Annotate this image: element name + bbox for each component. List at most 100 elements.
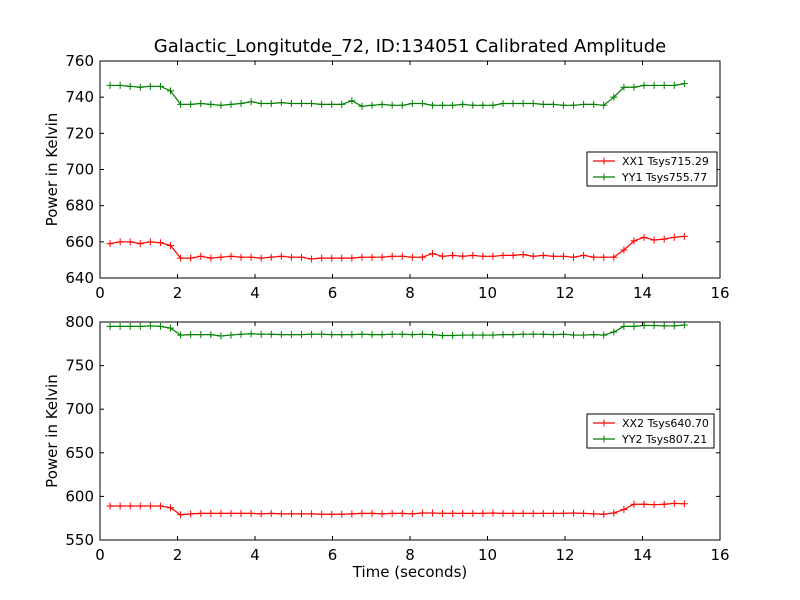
data-point bbox=[318, 330, 326, 338]
data-point bbox=[549, 100, 557, 108]
data-point bbox=[267, 509, 275, 517]
data-point bbox=[106, 322, 114, 330]
data-point bbox=[408, 253, 416, 261]
data-point bbox=[539, 509, 547, 517]
data-point bbox=[207, 100, 215, 108]
data-point bbox=[519, 330, 527, 338]
data-point bbox=[590, 510, 598, 518]
data-point bbox=[640, 81, 648, 89]
data-point bbox=[600, 101, 608, 109]
data-point bbox=[459, 331, 467, 339]
data-point bbox=[378, 331, 386, 339]
data-point bbox=[338, 254, 346, 262]
legend-label: YY1 Tsys755.77 bbox=[621, 171, 707, 184]
data-point bbox=[197, 331, 205, 339]
data-point bbox=[277, 331, 285, 339]
data-point bbox=[428, 331, 436, 339]
legend-label: YY2 Tsys807.21 bbox=[621, 433, 707, 446]
data-point bbox=[328, 254, 336, 262]
data-point bbox=[378, 253, 386, 261]
data-point bbox=[257, 99, 265, 107]
data-point bbox=[136, 240, 144, 248]
data-point bbox=[408, 99, 416, 107]
data-point bbox=[116, 502, 124, 510]
y-tick-label: 600 bbox=[65, 487, 94, 505]
data-point bbox=[156, 322, 164, 330]
series-line-2 bbox=[110, 324, 685, 337]
data-point bbox=[187, 254, 195, 262]
data-point bbox=[197, 509, 205, 517]
data-point bbox=[660, 81, 668, 89]
data-point bbox=[156, 502, 164, 510]
data-point bbox=[439, 509, 447, 517]
data-point bbox=[267, 330, 275, 338]
data-point bbox=[418, 330, 426, 338]
data-point bbox=[418, 509, 426, 517]
data-point bbox=[519, 250, 527, 258]
data-point bbox=[559, 252, 567, 260]
x-tick-label: 0 bbox=[95, 546, 105, 564]
data-point bbox=[167, 324, 175, 332]
data-point bbox=[247, 330, 255, 338]
data-point bbox=[459, 100, 467, 108]
data-point bbox=[388, 252, 396, 260]
data-point bbox=[640, 500, 648, 508]
x-tick-label: 4 bbox=[250, 284, 260, 302]
data-point bbox=[146, 322, 154, 330]
legend-marker bbox=[600, 157, 608, 165]
data-point bbox=[610, 328, 618, 336]
data-point bbox=[640, 321, 648, 329]
x-tick-label: 14 bbox=[633, 284, 652, 302]
data-point bbox=[116, 238, 124, 246]
data-point bbox=[368, 253, 376, 261]
data-point bbox=[600, 510, 608, 518]
data-point bbox=[328, 331, 336, 339]
data-point bbox=[318, 100, 326, 108]
data-point bbox=[308, 255, 316, 263]
data-point bbox=[247, 509, 255, 517]
data-point bbox=[580, 251, 588, 259]
data-point bbox=[328, 100, 336, 108]
data-point bbox=[287, 99, 295, 107]
x-tick-label: 2 bbox=[173, 284, 183, 302]
x-tick-label: 10 bbox=[478, 284, 497, 302]
data-point bbox=[650, 501, 658, 509]
data-point bbox=[308, 99, 316, 107]
data-point bbox=[318, 510, 326, 518]
data-point bbox=[156, 239, 164, 247]
data-point bbox=[670, 81, 678, 89]
data-point bbox=[298, 510, 305, 518]
data-point bbox=[620, 322, 628, 330]
data-point bbox=[287, 510, 295, 518]
data-point bbox=[187, 331, 195, 339]
data-point bbox=[146, 238, 154, 246]
data-point bbox=[620, 505, 628, 513]
data-point bbox=[549, 331, 557, 339]
data-point bbox=[227, 331, 235, 339]
data-point bbox=[570, 101, 578, 109]
data-point bbox=[388, 330, 396, 338]
data-point bbox=[670, 322, 678, 330]
data-point bbox=[549, 252, 557, 260]
data-point bbox=[348, 510, 356, 518]
data-point bbox=[489, 252, 497, 260]
data-point bbox=[338, 100, 346, 108]
legend-marker bbox=[600, 419, 608, 427]
data-point bbox=[529, 99, 537, 107]
data-point bbox=[136, 322, 144, 330]
data-point bbox=[358, 102, 366, 110]
data-point bbox=[590, 253, 598, 261]
data-point bbox=[570, 331, 578, 339]
data-point bbox=[630, 83, 638, 91]
data-point bbox=[217, 101, 225, 109]
data-point bbox=[479, 331, 487, 339]
data-point bbox=[227, 509, 235, 517]
data-point bbox=[267, 99, 275, 107]
bottom-panel: 0 2 4 6 8 10 12 14 16 550 600 650 700 750 800 Power in … bbox=[43, 313, 730, 581]
data-point bbox=[680, 232, 688, 240]
data-point bbox=[469, 101, 477, 109]
data-point bbox=[620, 246, 628, 254]
data-point bbox=[408, 510, 416, 518]
data-point bbox=[308, 510, 316, 518]
